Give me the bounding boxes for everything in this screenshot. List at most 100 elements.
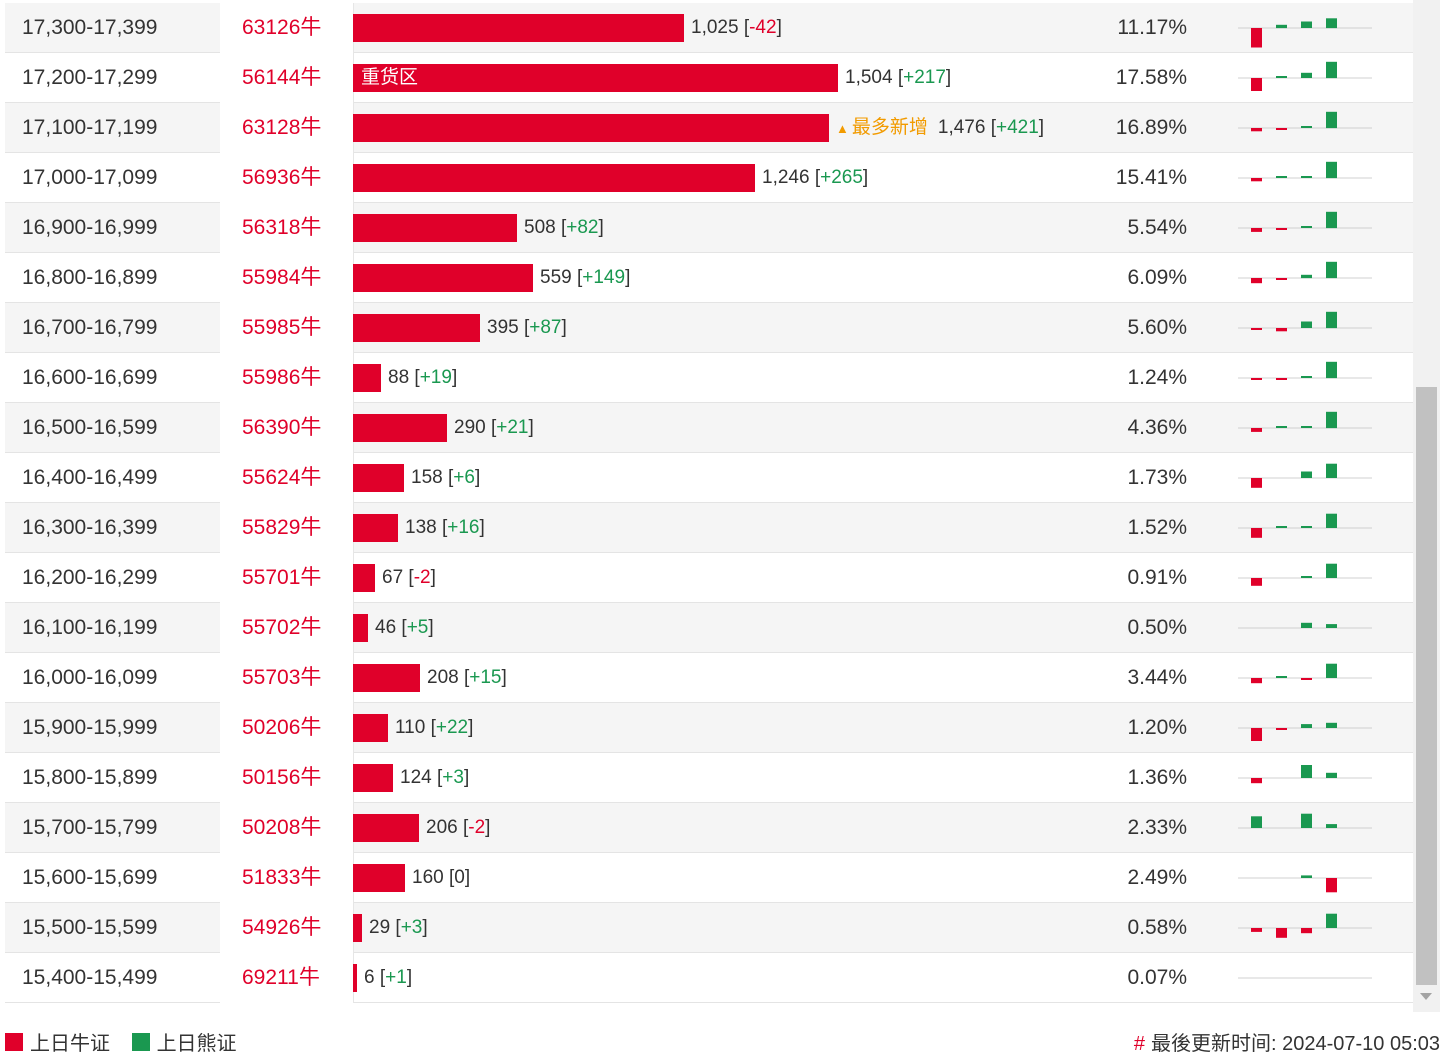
percent-text: 6.09% <box>1127 266 1187 289</box>
value-text: 1,476 <box>937 117 986 138</box>
value-group: 138 [+16] <box>405 517 485 538</box>
table-row[interactable]: 17,000-17,099 56936牛 1,246 [+265] 15.41% <box>5 153 1413 203</box>
last-updated-text: 最後更新时间: 2024-07-10 05:03 <box>1150 1033 1440 1055</box>
warrant-code-link[interactable]: 55702牛 <box>242 616 322 639</box>
warrant-code-link[interactable]: 56390牛 <box>242 416 322 439</box>
history-sparkline <box>1238 411 1372 432</box>
percent-text: 2.33% <box>1127 816 1187 839</box>
warrant-code-link[interactable]: 69211牛 <box>242 966 320 989</box>
history-sparkline <box>1238 311 1372 332</box>
table-row[interactable]: 16,000-16,099 55703牛 208 [+15] 3.44% <box>5 653 1413 703</box>
sparkline-bull-bar <box>1251 278 1262 284</box>
table-row[interactable]: 16,300-16,399 55829牛 138 [+16] 1.52% <box>5 503 1413 553</box>
warrant-code-link[interactable]: 50156牛 <box>242 766 322 789</box>
table-row[interactable]: 16,600-16,699 55986牛 88 [+19] 1.24% <box>5 353 1413 403</box>
table-row[interactable]: 17,100-17,199 63128牛 ▲ 最多新增 1,476 [+421] 16.8… <box>5 103 1413 153</box>
volume-bar <box>353 314 480 342</box>
chevron-down-icon[interactable] <box>1420 993 1432 1000</box>
sparkline-bull-bar <box>1251 328 1262 330</box>
volume-bar <box>353 214 517 242</box>
volume-bar <box>353 664 420 692</box>
warrant-code-link[interactable]: 55829牛 <box>242 516 322 539</box>
table-row[interactable]: 15,900-15,999 50206牛 110 [+22] 1.20% <box>5 703 1413 753</box>
sparkline-bear-bar <box>1301 176 1312 178</box>
sparkline-bull-bar <box>1276 278 1287 280</box>
warrant-code-link[interactable]: 55985牛 <box>242 316 322 339</box>
change-text: +3 <box>442 767 464 788</box>
history-sparkline <box>1238 813 1372 829</box>
sparkline-bull-bar <box>1251 678 1262 684</box>
warrant-code-link[interactable]: 55701牛 <box>242 566 322 589</box>
value-group: 158 [+6] <box>411 467 481 488</box>
table-row[interactable]: 16,500-16,599 56390牛 290 [+21] 4.36% <box>5 403 1413 453</box>
strike-range: 15,900-15,999 <box>22 716 158 739</box>
table-row[interactable]: 16,900-16,999 56318牛 508 [+82] 5.54% <box>5 203 1413 253</box>
table-row[interactable]: 16,700-16,799 55985牛 395 [+87] 5.60% <box>5 303 1413 353</box>
sparkline-bear-bar <box>1301 376 1312 378</box>
volume-bar <box>353 364 381 392</box>
sparkline-bull-bar <box>1251 78 1262 91</box>
table-row[interactable]: 17,200-17,299 56144牛 重货区 1,504 [+217] 17.58% <box>5 53 1413 103</box>
percent-text: 17.58% <box>1115 66 1187 89</box>
table-row[interactable]: 16,400-16,499 55624牛 158 [+6] 1.73% <box>5 453 1413 503</box>
table-row[interactable]: 15,400-15,499 69211牛 6 [+1] 0.07% <box>5 953 1413 1003</box>
warrant-code-link[interactable]: 50206牛 <box>242 716 322 739</box>
change-text: 0 <box>454 867 465 888</box>
sparkline-bear-bar <box>1326 111 1337 129</box>
sparkline-bull-bar <box>1251 28 1262 48</box>
history-sparkline <box>1238 913 1372 938</box>
warrant-code-link[interactable]: 56318牛 <box>242 216 322 239</box>
volume-bar <box>353 764 393 792</box>
sparkline-bear-bar <box>1301 724 1312 728</box>
table-row[interactable]: 17,300-17,399 63126牛 1,025 [-42] 11.17% <box>5 3 1413 53</box>
warrant-code-link[interactable]: 55984牛 <box>242 266 322 289</box>
scrollbar-thumb[interactable] <box>1416 387 1437 985</box>
value-group: 206 [-2] <box>426 817 491 838</box>
table-row[interactable]: 15,800-15,899 50156牛 124 [+3] 1.36% <box>5 753 1413 803</box>
vertical-scrollbar[interactable] <box>1413 0 1440 1012</box>
value-text: 206 <box>426 817 458 838</box>
table-row[interactable]: 15,500-15,599 54926牛 29 [+3] 0.58% <box>5 903 1413 953</box>
code-cell <box>220 453 354 503</box>
value-group: 1,504 [+217] <box>845 67 952 88</box>
strike-range: 15,700-15,799 <box>22 816 158 839</box>
history-sparkline <box>1238 361 1372 380</box>
warrant-code-link[interactable]: 50208牛 <box>242 816 322 839</box>
value-text: 110 <box>395 717 426 738</box>
warrant-code-link[interactable]: 55624牛 <box>242 466 322 489</box>
warrant-code-link[interactable]: 63128牛 <box>242 116 322 139</box>
table-row[interactable]: 16,800-16,899 55984牛 559 [+149] 6.09% <box>5 253 1413 303</box>
code-cell <box>220 503 354 553</box>
sparkline-bear-bar <box>1251 816 1262 828</box>
sparkline-bear-bar <box>1301 526 1312 528</box>
warrant-code-link[interactable]: 55986牛 <box>242 366 322 389</box>
sparkline-bull-bar <box>1251 428 1262 432</box>
value-group: 6 [+1] <box>364 967 413 988</box>
sparkline-bear-bar <box>1326 722 1337 728</box>
percent-text: 1.52% <box>1127 516 1187 539</box>
bull-swatch <box>5 1032 23 1051</box>
history-sparkline <box>1238 161 1372 182</box>
sparkline-bull-bar <box>1276 328 1287 332</box>
code-cell <box>220 653 354 703</box>
table-row[interactable]: 16,100-16,199 55702牛 46 [+5] 0.50% <box>5 603 1413 653</box>
sparkline-bull-bar <box>1251 578 1262 586</box>
warrant-code-link[interactable]: 56144牛 <box>242 66 322 89</box>
warrant-code-link[interactable]: 55703牛 <box>242 666 322 689</box>
history-sparkline <box>1238 663 1372 684</box>
table-row[interactable]: 16,200-16,299 55701牛 67 [-2] 0.91% <box>5 553 1413 603</box>
warrant-code-link[interactable]: 51833牛 <box>242 866 322 889</box>
value-group: 208 [+15] <box>427 667 507 688</box>
strike-range: 16,800-16,899 <box>22 266 158 289</box>
history-sparkline <box>1238 977 1372 979</box>
sparkline-bear-bar <box>1301 426 1312 428</box>
warrant-code-link[interactable]: 63126牛 <box>242 16 322 39</box>
warrant-code-link[interactable]: 56936牛 <box>242 166 322 189</box>
value-text: 46 <box>375 617 397 638</box>
legend-bear-label: 上日熊证 <box>156 1033 237 1055</box>
value-text: 508 <box>524 217 556 238</box>
legend-bull-label: 上日牛证 <box>30 1033 110 1055</box>
table-row[interactable]: 15,600-15,699 51833牛 160 [0] 2.49% <box>5 853 1413 903</box>
warrant-code-link[interactable]: 54926牛 <box>242 916 322 939</box>
table-row[interactable]: 15,700-15,799 50208牛 206 [-2] 2.33% <box>5 803 1413 853</box>
